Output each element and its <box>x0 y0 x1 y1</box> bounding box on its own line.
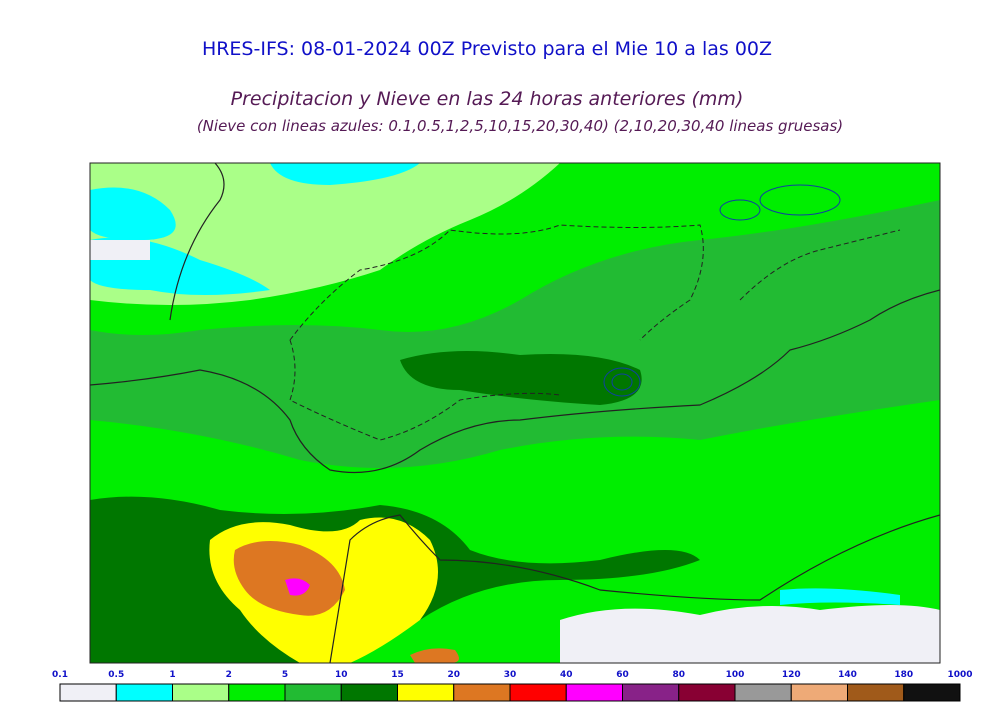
colorbar-label: 120 <box>782 670 801 680</box>
colorbar-label: 140 <box>838 670 857 680</box>
colorbar-label: 1000 <box>947 670 972 680</box>
map-frame <box>89 162 941 664</box>
colorbar-label: 60 <box>616 670 629 680</box>
colorbar-label: 20 <box>447 670 460 680</box>
colorbar-swatch <box>509 683 567 702</box>
colorbar-label: 30 <box>504 670 517 680</box>
colorbar-label: 80 <box>672 670 685 680</box>
colorbar: 0.1 0.5 1 2 5 10 15 20 30 40 60 80 100 120 140 180 1000 <box>52 670 973 702</box>
colorbar-label: 40 <box>560 670 573 680</box>
colorbar-swatch <box>284 683 342 702</box>
colorbar-swatch <box>340 683 398 702</box>
colorbar-swatch <box>734 683 792 702</box>
colorbar-label: 180 <box>894 670 913 680</box>
colorbar-label: 2 <box>226 670 232 680</box>
colorbar-label: 15 <box>391 670 404 680</box>
map <box>90 163 940 663</box>
colorbar-label: 5 <box>282 670 288 680</box>
note: (Nieve con lineas azules: 0.1,0.5,1,2,5,… <box>197 117 843 135</box>
colorbar-label: 100 <box>726 670 745 680</box>
colorbar-swatch <box>903 683 961 702</box>
colorbar-swatch <box>622 683 680 702</box>
colorbar-label: 0.1 <box>52 670 68 680</box>
colorbar-label: 10 <box>335 670 348 680</box>
colorbar-swatch <box>59 683 117 702</box>
colorbar-swatch <box>453 683 511 702</box>
colorbar-swatch <box>678 683 736 702</box>
colorbar-swatch <box>565 683 623 702</box>
colorbar-swatch <box>790 683 848 702</box>
colorbar-swatch <box>397 683 455 702</box>
colorbar-swatch <box>847 683 905 702</box>
colorbar-label: 1 <box>169 670 175 680</box>
colorbar-label: 0.5 <box>108 670 124 680</box>
colorbar-swatch <box>228 683 286 702</box>
subtitle: Precipitacion y Nieve en las 24 horas an… <box>231 88 744 110</box>
title: HRES-IFS: 08-01-2024 00Z Previsto para e… <box>202 38 772 60</box>
colorbar-swatch <box>115 683 173 702</box>
colorbar-swatch <box>172 683 230 702</box>
